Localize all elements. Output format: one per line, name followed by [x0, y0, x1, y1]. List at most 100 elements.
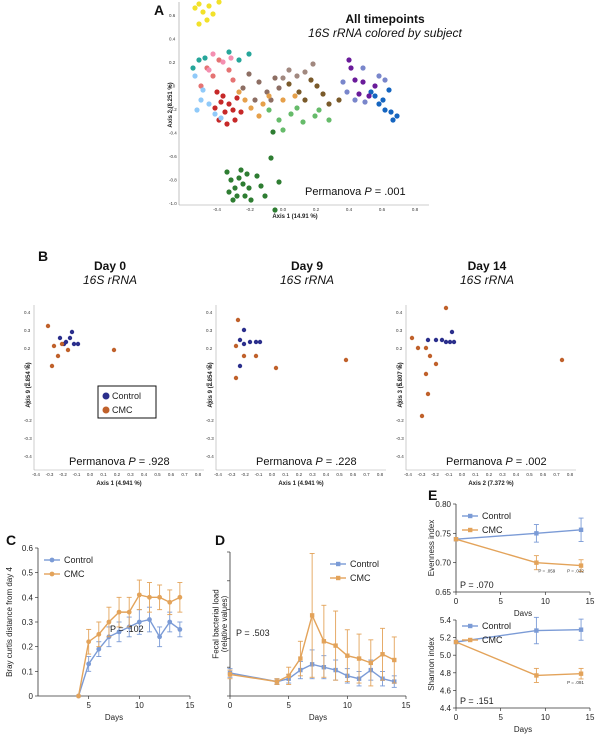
panel-b-day14-x-label: Axis 2 (7.372 %) [468, 481, 513, 487]
panel-b-y-tick: 0.2 [206, 346, 213, 351]
panel-b-cmc-point [433, 361, 439, 367]
panel-b-x-tick: -0.2 [241, 472, 249, 477]
panel-a-x-tick: -0.4 [213, 207, 221, 212]
panel-a-point [212, 105, 218, 111]
panel-b-cmc-point [111, 347, 117, 353]
panel-a-point [224, 121, 230, 127]
panel-a-point [246, 71, 252, 77]
panel-d-stat: P = .503 [236, 628, 270, 638]
panel-a-point [220, 93, 226, 99]
panel-a-point [296, 89, 302, 95]
data-point [76, 693, 81, 699]
panel-b-control-point [237, 337, 243, 343]
panel-a-point [248, 197, 254, 203]
panel-b-x-tick: 0.4 [141, 472, 148, 477]
legend-label: CMC [350, 573, 371, 583]
panel-a-point [232, 117, 238, 123]
panel-a-point [242, 97, 248, 103]
panel-a-point [202, 55, 208, 61]
panel-a-point [276, 117, 282, 123]
panel-b-y-tick: -0.2 [206, 418, 214, 423]
panel-a-point [376, 101, 382, 107]
panel-a-point [390, 117, 396, 123]
panel-b-cmc-point [273, 365, 279, 371]
panel-c-letter: C [6, 532, 17, 548]
panel-a-point [214, 89, 220, 95]
x-tick-label: 10 [541, 597, 550, 606]
panel-a-x-tick: -0.2 [246, 207, 254, 212]
panel-b-x-tick: -0.2 [431, 472, 439, 477]
panel-a-point [288, 111, 294, 117]
panel-b-x-tick: 0.6 [168, 472, 175, 477]
panel-b-control-point [241, 341, 247, 347]
panel-a-y-tick: 0.2 [169, 60, 176, 65]
data-point [578, 671, 584, 676]
panel-b-x-tick: 0.3 [499, 472, 506, 477]
panel-a-point [316, 107, 322, 113]
panel-a-point [372, 83, 378, 89]
x-tick-label: 5 [86, 701, 91, 710]
panel-e-top-chart: 0.65 0.70 0.75 0.80 0 5 10 15 Days Evenness index… [427, 500, 595, 616]
x-tick-label: 10 [343, 701, 352, 710]
panel-a-point [206, 101, 212, 107]
panel-b-y-tick: -0.4 [24, 454, 32, 459]
x-axis-label: Days [105, 713, 123, 722]
y-tick-label: 0.3 [22, 618, 34, 627]
panel-a-point [294, 105, 300, 111]
panel-a-point [228, 177, 234, 183]
panel-b-control-point [447, 339, 453, 345]
panel-e-annot-032: P = .032 [567, 569, 584, 574]
panel-a-point [272, 75, 278, 81]
panel-a-point [268, 97, 274, 103]
panel-a-point [302, 97, 308, 103]
series-line-cmc [455, 641, 582, 677]
panel-a-point [326, 117, 332, 123]
panel-a-point [366, 93, 372, 99]
panel-b-x-tick: 0.8 [567, 472, 574, 477]
panel-a-point [200, 87, 206, 93]
panel-b-day14-subtitle: 16S rRNA [459, 273, 515, 287]
y-axis-label: Fecal bacterial load(relative values) [212, 589, 229, 658]
panel-b-control-point [439, 337, 445, 343]
panel-a-point [216, 0, 222, 5]
panel-b-cmc-point [253, 353, 259, 359]
panel-a-point [196, 57, 202, 63]
panel-a-point [264, 89, 270, 95]
panel-b-x-tick: 0.0 [269, 472, 276, 477]
panel-b-day0-title: Day 0 [93, 259, 127, 273]
panel-a-point [234, 193, 240, 199]
panel-b-day9-y-label: Axis 9 (2.854 %) [208, 362, 214, 407]
panel-a-point [204, 17, 210, 23]
y-tick-label: 0.65 [435, 588, 451, 597]
panel-e-bottom-stat: P = .151 [460, 696, 494, 706]
panel-a-point [226, 67, 232, 73]
data-point [298, 656, 303, 661]
panel-c-stat: P = .102 [110, 624, 144, 634]
y-tick-label: 5.0 [440, 651, 452, 660]
data-point [177, 627, 183, 632]
panel-a-point [312, 113, 318, 119]
panel-b-y-tick: 0.4 [206, 310, 213, 315]
x-axis-label: Days [514, 725, 532, 734]
panel-b-day0-plot: Axis 9 (2.854 %) Axis 1 (4.941 %) Perman… [24, 305, 204, 487]
panel-b-x-tick: 0.2 [114, 472, 121, 477]
data-point [157, 634, 163, 640]
data-point [534, 560, 539, 565]
panel-d-chart: 0 5 10 15 Days Fecal bacterial load(relative … [212, 551, 411, 722]
x-tick-label: 10 [135, 701, 144, 710]
y-tick-label: 0.5 [22, 569, 34, 578]
panel-a-point [248, 105, 254, 111]
panel-a-title: All timepoints [345, 12, 425, 26]
panel-b-cmc-point [409, 335, 415, 341]
panel-a-point [280, 97, 286, 103]
x-tick-label: 5 [286, 701, 291, 710]
panel-b-control-point [449, 329, 455, 335]
panel-a-point [226, 189, 232, 195]
y-axis-label: Shannon index [427, 637, 436, 690]
panel-d-letter: D [215, 532, 226, 548]
panel-a-point [382, 107, 388, 113]
x-tick-label: 15 [586, 597, 595, 606]
panel-b-x-tick: -0.3 [418, 472, 426, 477]
panel-a-y-tick: -0.2 [169, 107, 177, 112]
panel-b-x-tick: 0.1 [282, 472, 289, 477]
